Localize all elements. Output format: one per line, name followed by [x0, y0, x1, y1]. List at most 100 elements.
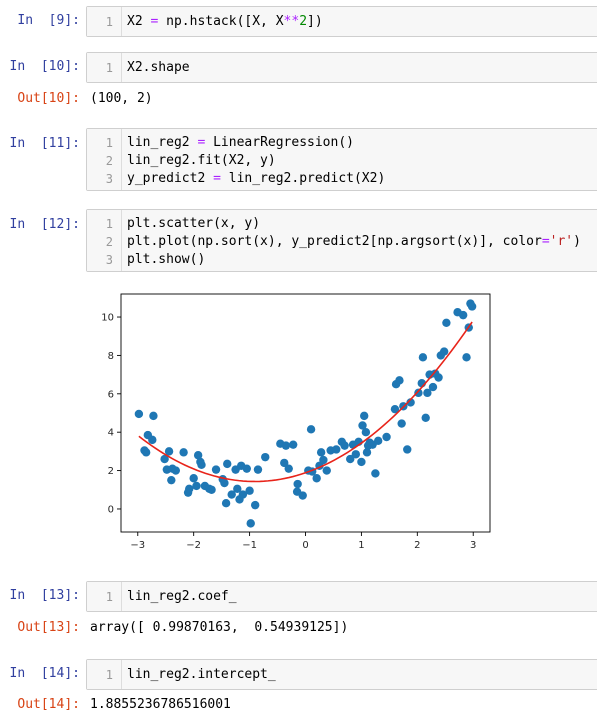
input-prompt: In [11]:: [9, 136, 80, 151]
code-cell[interactable]: 1 X2 = np.hstack([X, X**2]): [86, 6, 597, 37]
data-point: [319, 455, 328, 465]
code-line[interactable]: plt.scatter(x, y): [127, 215, 260, 233]
data-point: [141, 448, 151, 457]
data-point: [403, 445, 412, 454]
data-point: [316, 448, 326, 457]
data-point: [467, 302, 477, 311]
code-line[interactable]: lin_reg2.fit(X2, y): [127, 152, 276, 170]
code-token: lin_reg2.fit(X2, y): [127, 153, 276, 168]
line-number-gutter: [87, 129, 122, 190]
code-cell[interactable]: 1 2 3 plt.scatter(x, y) plt.plot(np.sort…: [86, 209, 597, 272]
data-point: [227, 490, 236, 499]
code-line[interactable]: X2.shape: [127, 59, 190, 77]
code-cell[interactable]: 1 2 3 lin_reg2 = LinearRegression() lin_…: [86, 128, 597, 191]
data-point: [233, 484, 242, 494]
data-point: [306, 425, 316, 434]
code-token: plt.scatter(x, y): [127, 216, 261, 231]
data-point: [280, 458, 289, 468]
data-point: [414, 388, 423, 398]
code-line[interactable]: plt.show(): [127, 251, 205, 269]
data-point: [189, 474, 198, 483]
data-point: [458, 310, 468, 320]
code-token: ]): [307, 14, 323, 29]
input-prompt: In [12]:: [9, 217, 80, 232]
code-line[interactable]: lin_reg2.intercept_: [127, 666, 276, 684]
data-point: [242, 464, 251, 473]
data-point: [371, 469, 380, 478]
input-prompt: In [13]:: [9, 588, 80, 603]
data-point: [346, 454, 355, 464]
data-point: [390, 404, 400, 414]
data-point: [223, 459, 232, 469]
code-token: lin_reg2.predict(X2): [220, 171, 386, 186]
data-point: [357, 457, 366, 467]
code-cell[interactable]: 1 X2.shape: [86, 52, 597, 83]
code-cell[interactable]: 1 lin_reg2.coef_: [86, 581, 597, 612]
data-point: [382, 432, 391, 442]
code-token: np.hstack([X, X: [158, 14, 284, 29]
data-point: [442, 318, 451, 327]
data-point: [360, 411, 369, 421]
line-number: 1: [105, 61, 113, 75]
data-point: [250, 500, 260, 510]
x-tick-label: −1: [242, 540, 257, 551]
data-point: [434, 373, 443, 382]
line-number-gutter: [87, 210, 122, 271]
input-prompt: In [14]:: [9, 666, 80, 681]
data-point: [418, 353, 428, 362]
code-token: plt.show(): [127, 252, 206, 267]
data-point: [197, 460, 206, 470]
data-point: [423, 388, 432, 398]
code-token: y_predict2: [127, 171, 214, 186]
data-point: [167, 475, 176, 485]
code-token: 'r': [549, 234, 574, 249]
code-token: =: [150, 14, 159, 29]
line-number: 1: [105, 668, 113, 682]
data-point: [246, 519, 255, 528]
code-line[interactable]: y_predict2 = lin_reg2.predict(X2): [127, 170, 385, 188]
x-tick-label: 2: [414, 540, 420, 551]
scatter-plot: −3 −2 −1 0 1 2 3 0 2 4 6 8 10: [101, 293, 491, 551]
data-point: [171, 466, 180, 475]
data-point: [221, 499, 231, 508]
line-number: 1: [105, 590, 113, 604]
data-point: [238, 490, 248, 499]
code-token: X2: [127, 14, 151, 29]
data-point: [332, 445, 341, 454]
code-cell[interactable]: 1 lin_reg2.intercept_: [86, 659, 597, 690]
code-line[interactable]: X2 = np.hstack([X, X**2]): [127, 13, 323, 31]
code-token: lin_reg2.intercept_: [127, 667, 276, 682]
data-point: [298, 491, 307, 500]
line-number: 3: [105, 253, 113, 267]
data-point: [340, 441, 349, 450]
code-token: =: [541, 234, 550, 249]
y-tick-label: 4: [108, 428, 114, 439]
data-point: [160, 454, 169, 464]
line-number: 3: [105, 172, 113, 186]
y-tick-label: 2: [108, 466, 114, 477]
data-point: [439, 347, 449, 356]
data-point: [361, 427, 371, 437]
data-point: [289, 440, 298, 449]
data-point: [428, 382, 438, 392]
plot-output: −3 −2 −1 0 1 2 3 0 2 4 6 8 10: [88, 285, 508, 564]
code-line[interactable]: plt.plot(np.sort(x), y_predict2[np.argso…: [127, 233, 581, 251]
code-token: lin_reg2: [127, 135, 198, 150]
data-point: [281, 441, 291, 450]
output-prompt: Out[13]:: [17, 620, 80, 635]
data-point: [164, 447, 174, 456]
code-line[interactable]: lin_reg2 = LinearRegression(): [127, 134, 354, 152]
data-point: [134, 409, 144, 419]
code-line[interactable]: lin_reg2.coef_: [127, 588, 237, 606]
data-point: [220, 478, 229, 488]
data-point: [406, 398, 415, 407]
y-tick-label: 0: [108, 504, 114, 515]
data-point: [322, 466, 331, 475]
data-point: [261, 452, 270, 462]
data-point: [421, 413, 430, 422]
code-token: LinearRegression(): [205, 135, 354, 150]
y-tick-label: 8: [108, 351, 114, 362]
input-prompt: In [9]:: [17, 13, 80, 28]
x-tick-label: −3: [130, 540, 145, 551]
x-tick-label: −2: [186, 540, 201, 551]
